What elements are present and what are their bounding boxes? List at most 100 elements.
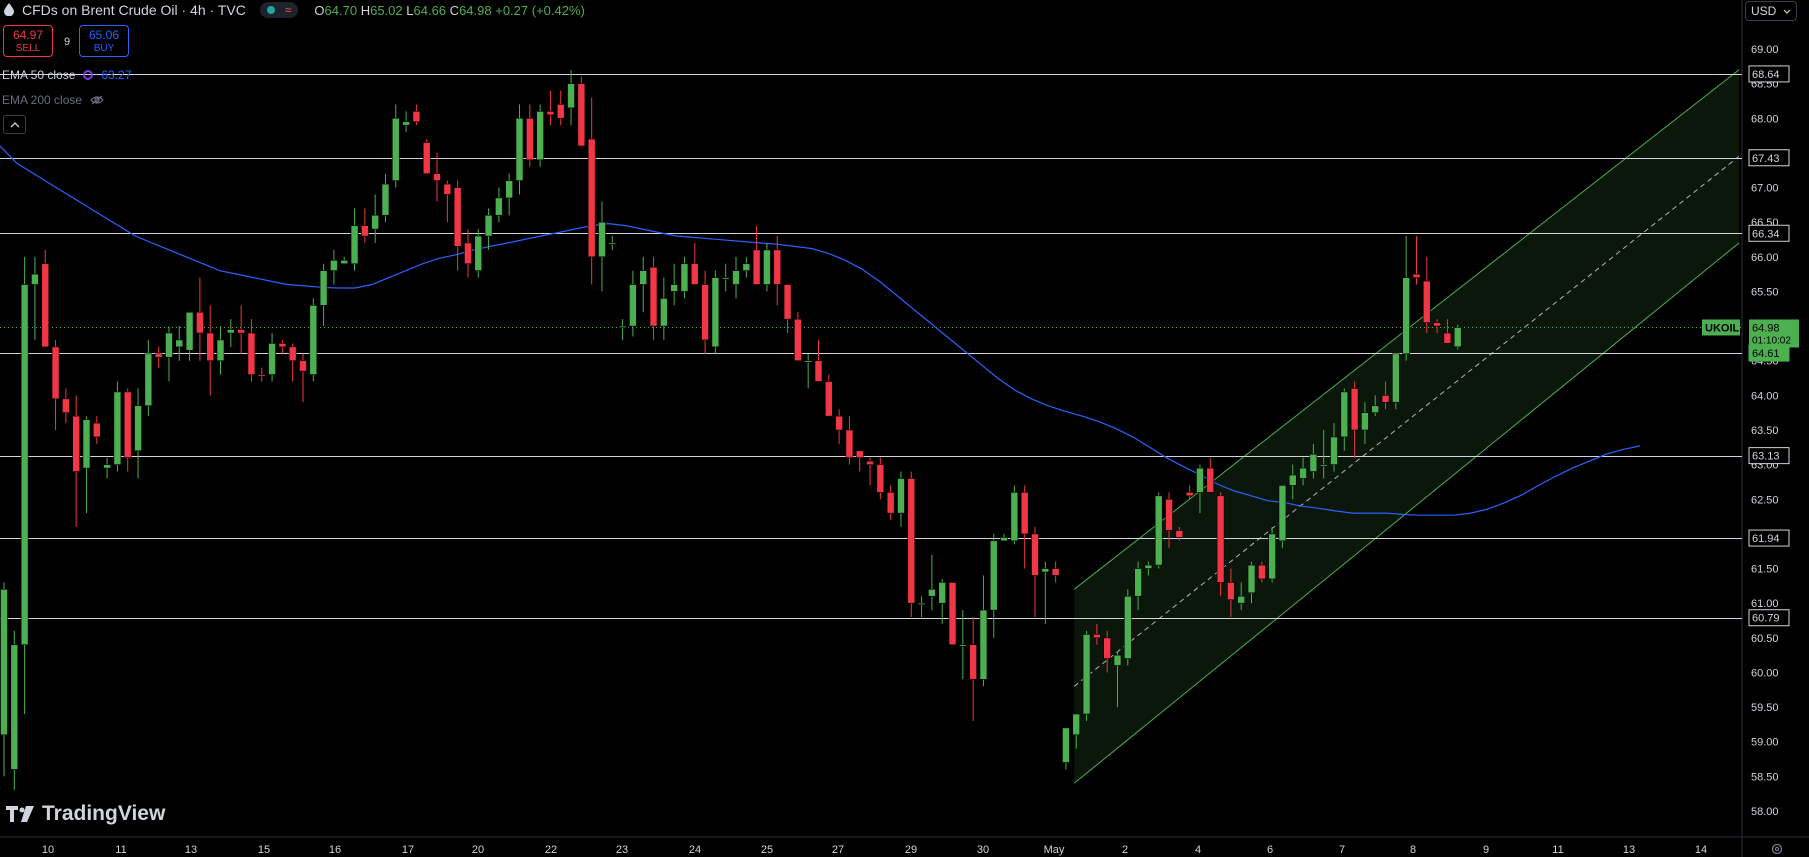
price-tick-label: 69.00 [1751, 44, 1779, 56]
ema50-legend[interactable]: EMA 50 close 63.27 [2, 68, 131, 82]
time-tick-label: 4 [1195, 844, 1201, 856]
candle [422, 139, 431, 174]
candle [680, 256, 689, 299]
candle [371, 194, 379, 243]
candle-body [484, 214, 493, 237]
regression-channel [1073, 69, 1740, 784]
time-tick-label: 22 [545, 844, 557, 856]
candle [72, 395, 80, 527]
candle-body [453, 187, 462, 247]
candle-body [103, 464, 111, 469]
data-delay-icon: ≈ [284, 3, 292, 17]
channel-fill [1074, 69, 1739, 784]
candle-body [1216, 495, 1225, 583]
symbol-title[interactable]: CFDs on Brent Crude Oil · 4h · TVC [22, 2, 246, 18]
candle [1361, 402, 1369, 444]
ohlc-readout: O64.70 H65.02 L64.66 C64.98 +0.27 (+0.42… [314, 2, 585, 18]
candle [1258, 561, 1266, 583]
ema200-legend[interactable]: EMA 200 close [2, 93, 104, 107]
candle-body [979, 609, 988, 680]
candle-body [608, 242, 617, 245]
market-status[interactable]: ≈ [259, 2, 299, 18]
candle [577, 76, 586, 147]
symbol-tag-box [1702, 319, 1740, 336]
level-price-label: 67.43 [1748, 149, 1790, 167]
time-tick-label: 7 [1339, 844, 1345, 856]
buy-button[interactable]: 65.06 BUY [79, 25, 129, 57]
level-label-text: 68.64 [1752, 69, 1780, 81]
level-label-box [1748, 224, 1790, 242]
candle-body [371, 214, 379, 230]
buy-label: BUY [93, 43, 115, 54]
candle [814, 339, 823, 382]
candle [1123, 589, 1132, 666]
candle [144, 339, 153, 417]
candle-body [670, 284, 678, 292]
bar-countdown: 01:10:02 [1752, 335, 1791, 346]
candle-body [752, 249, 761, 285]
candle [1165, 492, 1173, 548]
candle [1319, 430, 1328, 479]
candle-body [969, 644, 977, 680]
candle-body [257, 374, 266, 377]
candle-body [701, 284, 709, 341]
candle [62, 388, 70, 424]
candle [484, 208, 493, 250]
candle-body [216, 339, 225, 362]
candle [1000, 533, 1008, 542]
price-badge-box [1749, 319, 1799, 348]
hidden-eye-icon[interactable] [90, 95, 104, 105]
candle-body [1309, 453, 1318, 472]
candle-body [1299, 467, 1307, 479]
candles [0, 69, 1462, 791]
candle-body [598, 221, 606, 258]
candle-body [680, 263, 689, 292]
collapse-legend-button[interactable] [3, 115, 26, 134]
candle-body [62, 398, 70, 413]
close-value: 64.98 [459, 2, 492, 18]
current-price-value: 64.98 [1752, 322, 1780, 334]
tradingview-logo[interactable]: TradingView [6, 802, 165, 826]
candle [1412, 236, 1421, 285]
candle-body [1371, 405, 1380, 413]
candle-body [1319, 464, 1328, 467]
time-tick-label: 13 [185, 844, 197, 856]
candle [587, 97, 596, 285]
candle-body [402, 121, 410, 126]
candle-body [31, 273, 39, 285]
sell-button[interactable]: 64.97 SELL [3, 25, 53, 57]
candle-body [505, 180, 513, 199]
candle-body [1154, 495, 1163, 566]
candle [309, 298, 318, 382]
settings-gear-icon[interactable] [1770, 842, 1784, 856]
candle-body [1041, 568, 1050, 573]
candle [989, 533, 998, 638]
candle-body [824, 381, 833, 417]
candle [113, 381, 122, 472]
sell-price: 64.97 [12, 28, 44, 42]
candle [1020, 485, 1029, 569]
candle-body [1237, 595, 1245, 604]
candle-body [639, 270, 648, 285]
candle [1185, 485, 1194, 500]
candle [1113, 651, 1122, 708]
candle [639, 256, 648, 313]
high-value: 65.02 [370, 2, 403, 18]
candle-body [1361, 412, 1369, 431]
candle-body [309, 305, 318, 375]
candle-body [288, 346, 297, 362]
ema50-line [0, 145, 1641, 516]
candle-body [433, 173, 441, 181]
currency-selector[interactable]: USD [1745, 1, 1797, 21]
candle-body [361, 225, 369, 237]
candle-body [690, 263, 699, 285]
candle [855, 450, 864, 472]
candle-body [649, 266, 658, 327]
candle [1309, 443, 1318, 479]
candle [505, 173, 513, 216]
candle-body [804, 360, 812, 363]
candle-body [1010, 492, 1019, 542]
candle [969, 617, 977, 721]
price-tick-label: 63.50 [1751, 425, 1779, 437]
